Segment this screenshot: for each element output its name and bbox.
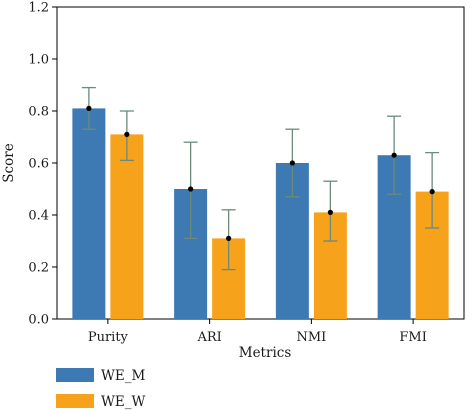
y-axis: 0.0 0.2 0.4 0.6 0.8 1.0 1.2 <box>28 1 57 328</box>
x-tick-label: ARI <box>196 330 221 345</box>
mean-point <box>289 160 295 166</box>
y-tick-label: 1.0 <box>28 53 49 68</box>
mean-point <box>124 131 130 137</box>
mean-point <box>327 209 333 215</box>
legend-label: WE_M <box>101 368 145 384</box>
mean-point <box>429 189 435 195</box>
x-axis: Purity ARI NMI FMI <box>88 319 427 345</box>
legend-swatch <box>56 368 94 382</box>
y-tick-label: 0.4 <box>28 209 49 224</box>
y-axis-title: Score <box>1 143 17 182</box>
error-bars-group <box>81 86 440 271</box>
y-tick-label: 0.2 <box>28 261 49 276</box>
y-tick-label: 0.8 <box>28 105 49 120</box>
y-tick-label: 1.2 <box>28 1 49 16</box>
x-tick-label: NMI <box>296 330 326 345</box>
mean-point <box>226 235 232 241</box>
mean-point <box>188 186 194 192</box>
legend-label: WE_W <box>101 394 145 410</box>
y-tick-label: 0.6 <box>28 157 49 172</box>
legend-swatch <box>56 394 94 408</box>
x-tick-label: Purity <box>88 330 129 345</box>
mean-point <box>86 105 92 111</box>
y-tick-label: 0.0 <box>28 313 49 328</box>
mean-point <box>391 152 397 158</box>
x-tick-label: FMI <box>399 330 426 345</box>
bar <box>110 134 144 319</box>
legend: WE_M WE_W <box>56 368 145 410</box>
bar <box>72 108 106 320</box>
x-axis-title: Metrics <box>239 345 292 361</box>
bars-group <box>72 108 449 320</box>
